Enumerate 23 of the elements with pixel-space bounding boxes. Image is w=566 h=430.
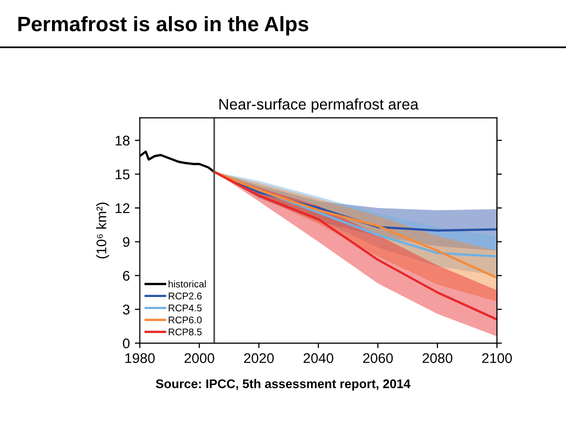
legend-label: RCP4.5	[168, 304, 202, 312]
y-tick-label: 12	[116, 203, 130, 213]
x-tick-label: 1980	[125, 353, 155, 364]
y-tick-label: 15	[116, 170, 130, 180]
y-tick-label: 18	[116, 136, 130, 146]
y-tick-label: 9	[123, 237, 130, 247]
y-tick-label: 0	[122, 338, 130, 348]
legend-label: RCP6.0	[168, 316, 202, 324]
y-tick-label: 3	[122, 304, 130, 315]
legend-label: historical	[168, 280, 206, 288]
legend-label: RCP2.6	[168, 292, 202, 300]
chart-title: Permafrost is also in the Alps	[18, 16, 308, 36]
legend-label: RCP8.5	[168, 328, 202, 336]
y-tick-label: 6	[123, 270, 130, 281]
x-tick-label: 2100	[482, 353, 512, 364]
x-tick-label: 2080	[422, 353, 452, 364]
x-tick-label: 2040	[304, 353, 334, 364]
x-tick-label: 2000	[184, 353, 214, 364]
x-tick-label: 2060	[363, 353, 393, 364]
x-tick-label: 2020	[244, 353, 274, 364]
y-axis-title: (10⁶ km²)	[96, 202, 110, 258]
chart-subtitle: Near-surface permafrost area	[219, 98, 419, 113]
source-note: Source: IPCC, 5th assessment report, 2014	[156, 379, 410, 391]
